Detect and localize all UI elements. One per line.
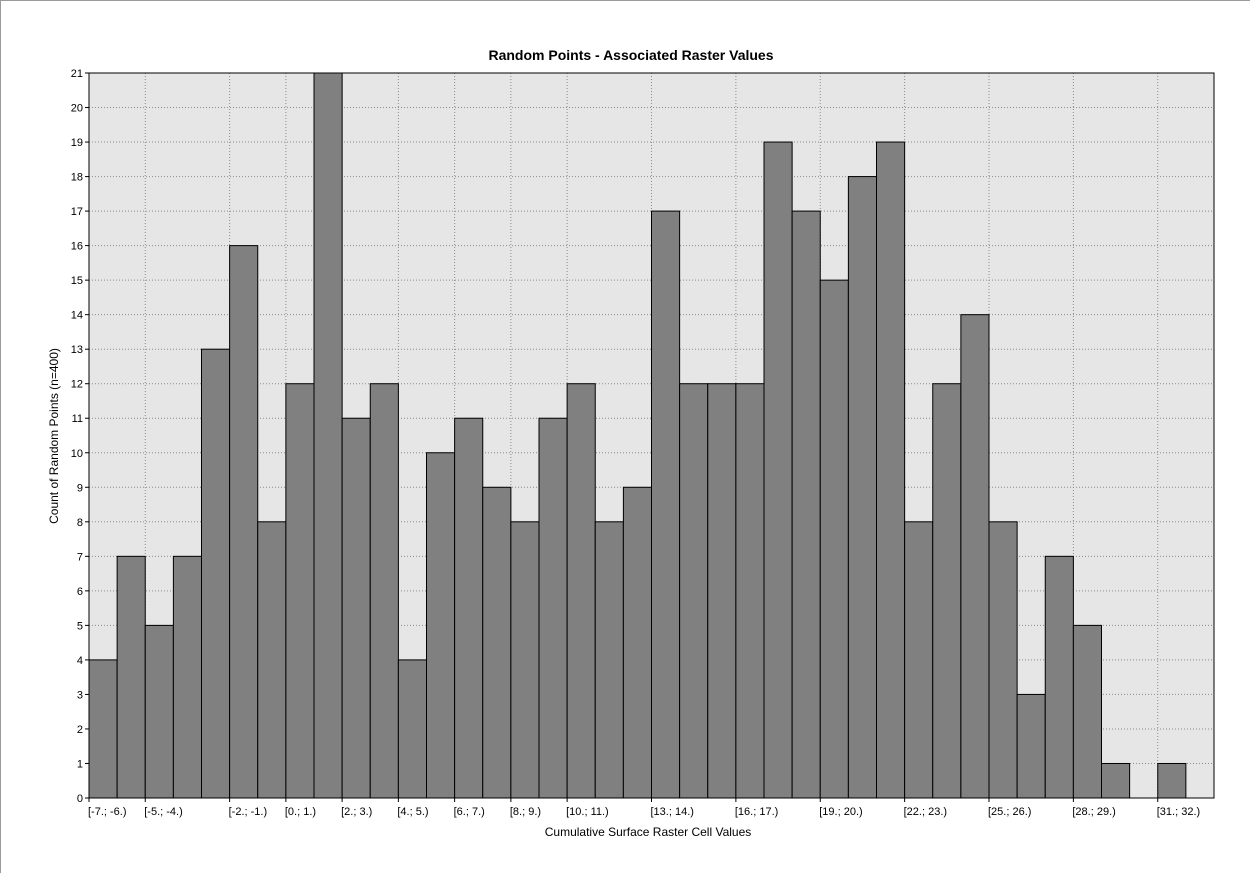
x-tick-label: [8.; 9.) [510,806,541,818]
y-tick-label: 11 [72,413,83,425]
x-tick-label: [0.; 1.) [285,806,316,818]
histogram-bar [1072,624,1102,799]
histogram-bar [594,521,624,799]
bars [88,72,1187,799]
histogram-bar [1016,693,1046,799]
y-tick-label: 12 [71,379,83,391]
y-tick-label: 18 [71,172,83,184]
x-tick-label: [13.; 14.) [651,806,694,818]
histogram-bar [116,555,146,799]
histogram-bar [1044,555,1074,799]
histogram-bar [201,348,231,799]
y-tick-label: 2 [77,724,83,736]
histogram-bar [229,245,259,799]
x-axis-label: Cumulative Surface Raster Cell Values [545,825,752,839]
histogram-bar [1101,762,1131,799]
y-tick-label: 6 [77,586,83,598]
y-tick-label: 16 [71,241,83,253]
histogram-bar [257,521,287,799]
x-tick-label: [6.; 7.) [454,806,485,818]
histogram-bar [988,521,1018,799]
y-tick-label: 5 [77,620,83,632]
histogram-bar [763,141,793,799]
histogram-bar [285,383,315,799]
histogram-bar [876,141,906,799]
y-tick-label: 10 [71,448,83,460]
x-tick-label: [-5.; -4.) [144,806,183,818]
histogram-bar [960,314,990,799]
histogram-bar [88,659,118,799]
histogram-bar [791,210,821,799]
axes [85,72,1215,802]
y-tick-label: 8 [77,517,83,529]
histogram-bar [510,521,540,799]
y-tick-label: 7 [77,551,83,563]
histogram-bar [172,555,202,799]
y-tick-label: 3 [77,689,83,701]
histogram-bar [341,417,371,799]
y-tick-label: 13 [71,344,83,356]
x-tick-label: [16.; 17.) [735,806,778,818]
histogram-bar [426,452,456,799]
y-tick-label: 4 [77,655,83,667]
y-tick-label: 21 [71,68,83,80]
y-tick-label: 0 [77,793,83,805]
chart-title: Random Points - Associated Raster Values [488,47,773,63]
y-tick-label: 1 [77,758,83,770]
histogram-bar [566,383,596,799]
histogram-bar [904,521,934,799]
histogram-bar [622,486,652,799]
y-axis-label: Count of Random Points (n=400) [47,348,61,524]
x-tick-label: [4.; 5.) [397,806,428,818]
histogram-bar [651,210,681,799]
histogram-bar [679,383,709,799]
histogram-bar [538,417,568,799]
y-tick-label: 19 [71,137,83,149]
x-tick-label: [25.; 26.) [988,806,1031,818]
y-tick-label: 17 [71,206,83,218]
y-tick-label: 9 [77,482,83,494]
y-tick-label: 14 [71,310,83,322]
x-tick-label: [-7.; -6.) [88,806,127,818]
y-tick-label: 15 [71,275,83,287]
histogram-bar [1157,762,1187,799]
histogram-bar [707,383,737,799]
histogram-bar [932,383,962,799]
histogram-bar [397,659,427,799]
x-tick-label: [2.; 3.) [341,806,372,818]
histogram-bar [847,176,877,799]
histogram-bar [454,417,484,799]
histogram-bar [482,486,512,799]
x-tick-label: [31.; 32.) [1157,806,1200,818]
histogram-bar [369,383,399,799]
x-tick-labels: [-7.; -6.) [-5.; -4.) [-2.; -1.) [0.; 1.) [2… [88,806,1200,818]
x-tick-label: [10.; 11.) [566,806,609,818]
x-tick-label: [28.; 29.) [1072,806,1115,818]
y-tick-label: 20 [71,103,83,115]
histogram-bar [313,72,343,799]
histogram-bar [819,279,849,799]
x-tick-label: [22.; 23.) [904,806,947,818]
histogram-bar [144,624,174,799]
x-tick-label: [-2.; -1.) [229,806,268,818]
histogram-bar [735,383,765,799]
x-tick-label: [19.; 20.) [819,806,862,818]
